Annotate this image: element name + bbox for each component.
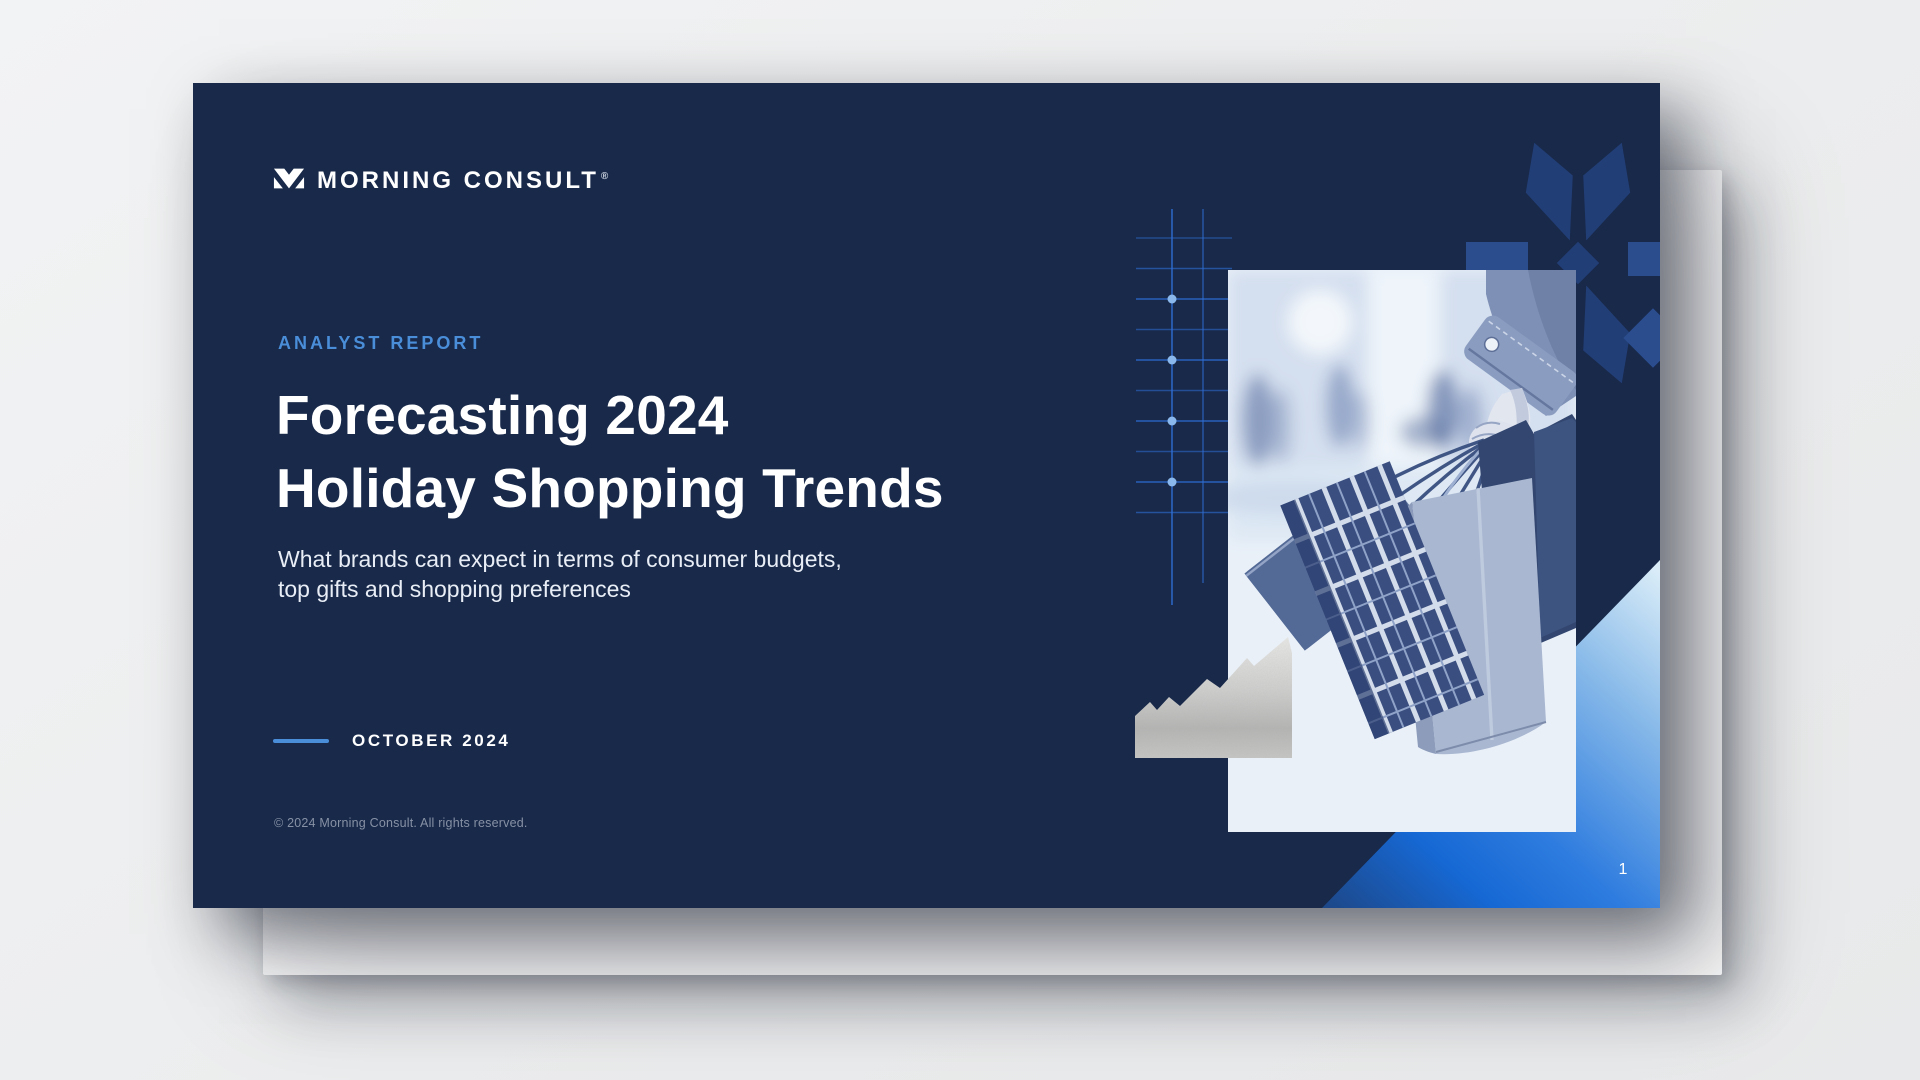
- report-cover-slide: MORNING CONSULT ® ANALYST REPORT Forecast…: [193, 83, 1660, 908]
- brand-name: MORNING CONSULT ®: [317, 167, 612, 194]
- publication-date-row: OCTOBER 2024: [273, 731, 510, 751]
- grid-dots-ornament: [1136, 209, 1232, 605]
- publication-date: OCTOBER 2024: [352, 731, 511, 750]
- copyright-notice: © 2024 Morning Consult. All rights reser…: [274, 816, 528, 830]
- brand-lockup: MORNING CONSULT ®: [273, 163, 611, 195]
- title-line-2: Holiday Shopping Trends: [276, 457, 944, 519]
- coat-sleeve: [1464, 270, 1576, 416]
- title-line-1: Forecasting 2024: [276, 384, 729, 446]
- silver-mountain-chart-shape: [1135, 637, 1292, 758]
- page-number: 1: [1618, 861, 1628, 878]
- date-accent-line: [273, 739, 329, 743]
- morning-consult-m-logo-icon: [273, 168, 305, 189]
- page-title: Forecasting 2024 Holiday Shopping Trends: [276, 379, 944, 525]
- subtitle: What brands can expect in terms of consu…: [278, 544, 842, 604]
- shopping-bags-photo: [1228, 270, 1576, 832]
- plaid-bag: [1280, 461, 1485, 740]
- subtitle-line-1: What brands can expect in terms of consu…: [278, 546, 842, 572]
- registered-mark: ®: [600, 171, 612, 182]
- report-type-eyebrow: ANALYST REPORT: [278, 333, 484, 353]
- subtitle-line-2: top gifts and shopping preferences: [278, 576, 631, 602]
